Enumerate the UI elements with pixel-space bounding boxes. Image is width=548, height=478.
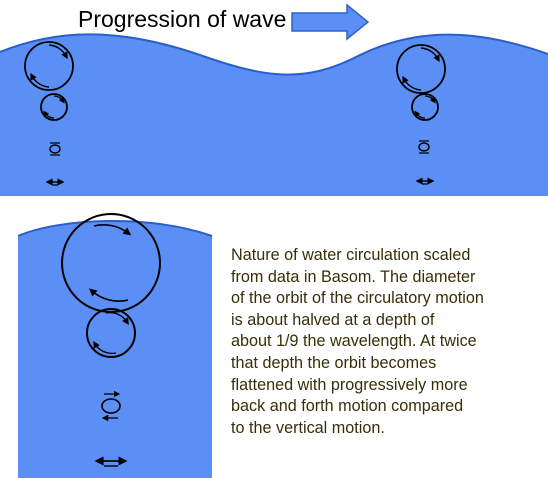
caption-line: of the orbit of the circulatory motion bbox=[231, 289, 484, 308]
caption-text: Nature of water circulation scaled from … bbox=[231, 245, 543, 439]
wave-surface-top bbox=[0, 33, 548, 76]
progression-arrow-icon bbox=[291, 3, 370, 41]
wave-title: Progression of wave bbox=[78, 6, 287, 32]
detail-water-panel bbox=[18, 220, 212, 478]
caption-line: about 1/9 the wavelength. At twice bbox=[231, 332, 477, 351]
caption-line: from data in Basom. The diameter bbox=[231, 267, 476, 286]
wave-water-top bbox=[0, 34, 548, 196]
orbit-small-icon bbox=[49, 144, 61, 154]
orbit-column-left bbox=[24, 41, 74, 186]
orbit-large-icon bbox=[396, 44, 446, 94]
orbit-large-icon bbox=[24, 41, 74, 91]
detail-wave-surface bbox=[17, 219, 213, 237]
orbit-small-icon bbox=[418, 142, 430, 152]
caption-line: back and forth motion compared bbox=[231, 397, 464, 416]
caption-line: Nature of water circulation scaled bbox=[231, 246, 471, 264]
detail-orbit-medium-icon bbox=[86, 308, 136, 358]
detail-orbit-column bbox=[61, 213, 161, 467]
detail-orbit-small-icon bbox=[101, 398, 121, 414]
caption-line: that depth the orbit becomes bbox=[231, 353, 437, 372]
caption-line: is about halved at a depth of bbox=[231, 310, 435, 329]
caption-line: to the vertical motion. bbox=[231, 418, 385, 437]
orbit-column-right bbox=[396, 44, 446, 185]
caption-line: flattened with progressively more bbox=[231, 375, 468, 394]
orbit-medium-icon bbox=[40, 93, 68, 121]
orbit-medium-icon bbox=[411, 93, 439, 121]
